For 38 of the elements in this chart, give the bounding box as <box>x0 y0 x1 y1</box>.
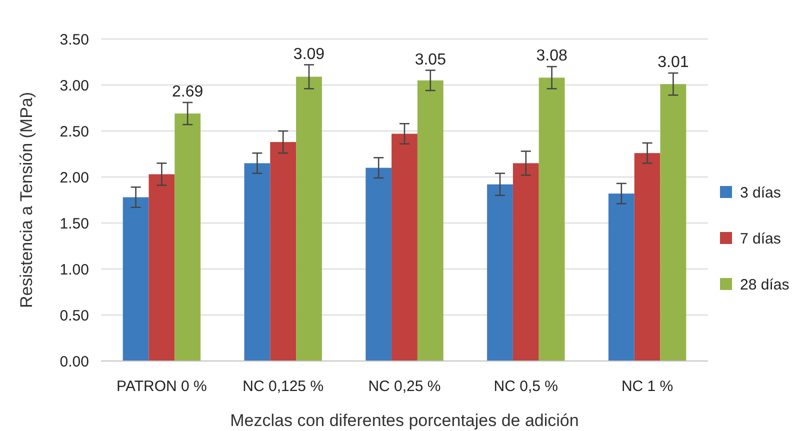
y-tick-label: 2.00 <box>60 169 89 186</box>
bar <box>660 84 686 361</box>
x-axis-title: Mezclas con diferentes porcentajes de adición <box>230 411 579 430</box>
data-label: 3.09 <box>293 46 325 63</box>
y-axis-title: Resistencia a Tensión (MPa) <box>17 92 36 308</box>
bar <box>512 163 539 361</box>
bar <box>634 153 660 361</box>
bar <box>148 174 175 361</box>
bar <box>608 194 634 361</box>
y-tick-label: 0.00 <box>60 353 89 370</box>
x-tick-label: PATRON 0 % <box>116 378 207 395</box>
x-tick-label: NC 0,5 % <box>494 378 558 395</box>
y-tick-label: 3.00 <box>60 77 89 94</box>
bar <box>417 80 444 361</box>
bar <box>366 168 392 361</box>
bar <box>538 78 565 361</box>
y-tick-label: 3.50 <box>60 31 89 48</box>
bar <box>244 163 270 361</box>
bar <box>392 134 418 361</box>
y-tick-label: 0.50 <box>60 307 89 324</box>
x-tick-label: NC 0,25 % <box>368 378 441 395</box>
bar <box>122 197 149 361</box>
bar <box>270 142 296 361</box>
x-tick-label: NC 1 % <box>621 378 674 395</box>
legend-label: 28 días <box>740 276 790 294</box>
y-tick-label: 2.50 <box>60 123 89 140</box>
legend-label: 3 días <box>740 184 781 202</box>
bar <box>174 114 201 361</box>
data-label: 3.08 <box>536 48 568 65</box>
data-label: 2.69 <box>172 83 204 100</box>
bar <box>296 76 322 361</box>
y-tick-label: 1.00 <box>60 261 89 278</box>
data-label: 3.05 <box>414 51 446 68</box>
legend-label: 7 días <box>740 230 781 248</box>
bar <box>487 184 513 361</box>
data-label: 3.01 <box>658 54 689 72</box>
x-tick-label: NC 0,125 % <box>242 378 324 395</box>
y-tick-label: 1.50 <box>60 215 89 232</box>
